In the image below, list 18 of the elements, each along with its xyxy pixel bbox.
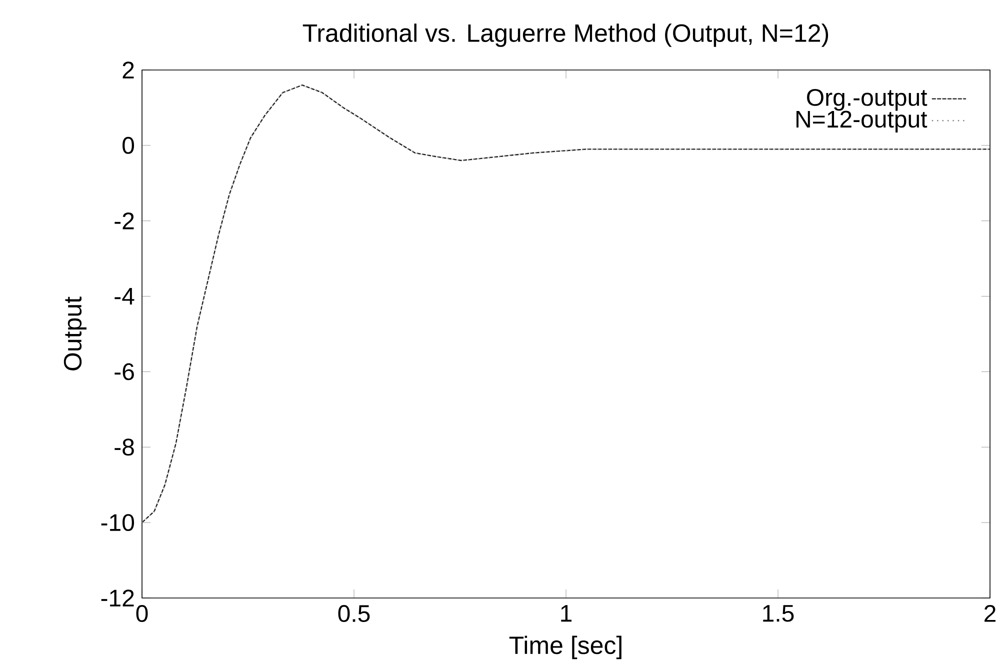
x-axis-title: Time [sec] [509,636,622,660]
y-axis-title: Output [64,296,87,370]
chart-title: Traditional vs. Laguerre Method (Output, N=12) [302,24,828,47]
y-tick-label: -2 [114,212,134,230]
y-tick-label: -12 [101,590,134,606]
x-tick-label: 1 [561,605,572,622]
legend-label: N=12-output [796,110,928,132]
y-tick-label: -10 [101,514,134,532]
x-tick-label: 0 [136,605,148,622]
x-tick-label: 0.5 [338,605,370,622]
y-tick-label: -6 [114,363,134,380]
y-tick-label: 2 [122,62,134,78]
y-tick-label: 0 [122,136,134,154]
x-tick-label: 2 [984,605,996,622]
y-tick-label: -8 [114,438,134,456]
legend-label: Org.-output [807,88,928,111]
y-tick-label: -4 [114,288,134,305]
x-tick-label: 1.5 [763,605,794,622]
